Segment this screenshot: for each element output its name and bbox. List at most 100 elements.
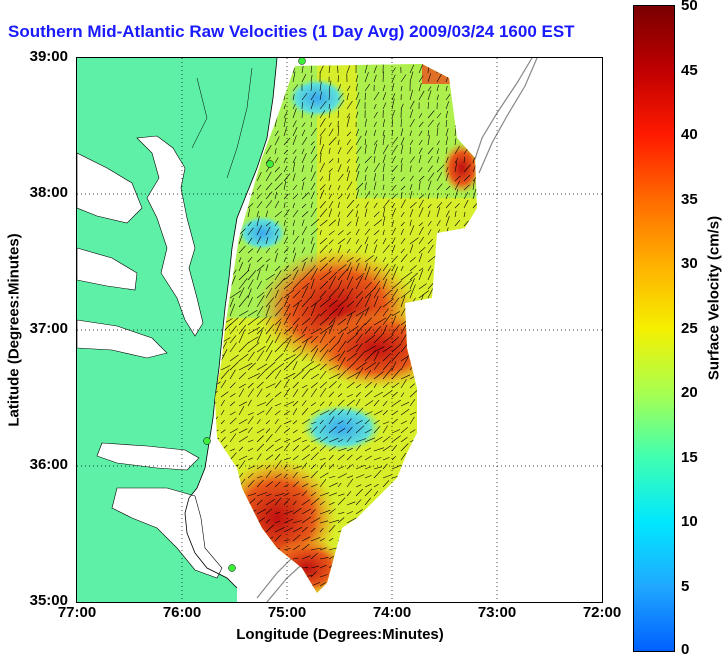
velocity-arrow [427, 255, 437, 263]
velocity-arrow [436, 474, 447, 479]
velocity-arrow [265, 297, 275, 308]
velocity-arrow [310, 592, 321, 593]
velocity-arrow [445, 120, 448, 128]
velocity-arrow [472, 473, 477, 479]
velocity-arrow [472, 492, 477, 497]
velocity-arrow [436, 237, 443, 245]
velocity-arrow [364, 263, 368, 272]
y-tick-label: 38:00 [29, 184, 68, 201]
velocity-arrow [283, 202, 286, 209]
velocity-arrow [247, 382, 254, 389]
velocity-arrow [427, 172, 435, 182]
velocity-arrow [301, 226, 308, 236]
velocity-arrow [337, 420, 344, 425]
velocity-arrow [382, 313, 392, 326]
velocity-arrow [220, 419, 225, 425]
velocity-arrow [319, 219, 328, 227]
velocity-arrow [472, 310, 477, 317]
velocity-arrow [427, 401, 436, 407]
velocity-arrow [391, 444, 398, 452]
velocity-arrow [436, 262, 443, 272]
velocity-arrow [482, 288, 485, 298]
velocity-arrow [310, 335, 319, 344]
velocity-arrow [310, 497, 320, 506]
velocity-arrow [355, 170, 360, 182]
velocity-arrow [482, 547, 488, 550]
velocity-arrow [373, 518, 379, 524]
velocity-arrow [427, 349, 435, 362]
velocity-arrow [382, 360, 392, 371]
velocity-arrow [445, 473, 454, 479]
velocity-arrow [472, 75, 477, 83]
velocity-arrow [301, 65, 304, 74]
velocity-arrow [482, 561, 490, 568]
velocity-arrow [247, 427, 253, 434]
velocity-arrow [319, 208, 328, 218]
velocity-arrow [355, 308, 369, 317]
velocity-arrow [482, 234, 485, 244]
velocity-arrow [346, 332, 359, 344]
velocity-arrow [373, 346, 385, 353]
velocity-arrow [427, 472, 436, 479]
velocity-arrow [391, 507, 398, 515]
velocity-arrow [355, 367, 364, 380]
velocity-arrow [427, 557, 433, 560]
velocity-arrow [238, 353, 249, 362]
velocity-arrow [337, 383, 342, 389]
velocity-arrow [454, 98, 460, 110]
velocity-arrow [454, 237, 460, 245]
velocity-arrow [409, 555, 417, 560]
velocity-arrow [382, 463, 388, 470]
velocity-arrow [382, 445, 392, 452]
velocity-arrow [445, 297, 451, 308]
velocity-arrow [364, 166, 369, 173]
velocity-arrow [436, 183, 443, 191]
velocity-arrow [265, 156, 271, 164]
velocity-arrow [220, 511, 230, 515]
velocity-arrow [454, 255, 461, 263]
velocity-arrow [445, 501, 456, 506]
velocity-arrow [292, 64, 296, 65]
velocity-arrow [310, 100, 314, 110]
velocity-arrow [364, 455, 372, 461]
velocity-arrow [427, 592, 439, 593]
velocity-arrow [418, 557, 427, 560]
velocity-arrow [364, 527, 374, 533]
velocity-arrow [283, 295, 290, 308]
velocity-arrow [256, 580, 265, 587]
velocity-arrow [346, 276, 354, 290]
velocity-arrow [382, 84, 386, 92]
velocity-arrow [463, 445, 472, 452]
velocity-arrow [364, 583, 371, 587]
velocity-arrow [310, 402, 316, 407]
velocity-arrow [400, 583, 408, 587]
velocity-arrow [274, 511, 280, 515]
velocity-arrow [463, 452, 471, 461]
velocity-arrow [238, 261, 244, 272]
velocity-arrow [301, 508, 311, 515]
velocity-arrow [328, 537, 334, 542]
velocity-arrow [373, 268, 382, 281]
velocity-arrow [319, 591, 326, 593]
velocity-arrow [445, 254, 452, 263]
velocity-arrow [310, 111, 314, 119]
velocity-arrow [391, 184, 397, 191]
velocity-arrow [445, 363, 458, 371]
velocity-arrow [301, 110, 304, 119]
velocity-arrow [427, 300, 438, 308]
velocity-arrow [463, 327, 472, 335]
velocity-arrow [215, 491, 220, 497]
velocity-arrow [427, 455, 432, 461]
velocity-arrow [346, 313, 353, 326]
velocity-arrow [409, 526, 417, 533]
velocity-arrow [328, 90, 331, 101]
velocity-arrow [328, 590, 335, 593]
velocity-arrow [301, 400, 307, 407]
velocity-arrow [337, 211, 341, 218]
velocity-arrow [463, 343, 473, 353]
velocity-arrow [382, 334, 394, 344]
velocity-arrow [310, 74, 313, 83]
velocity-arrow [301, 475, 309, 479]
velocity-arrow [265, 340, 274, 353]
velocity-arrow [310, 65, 312, 74]
